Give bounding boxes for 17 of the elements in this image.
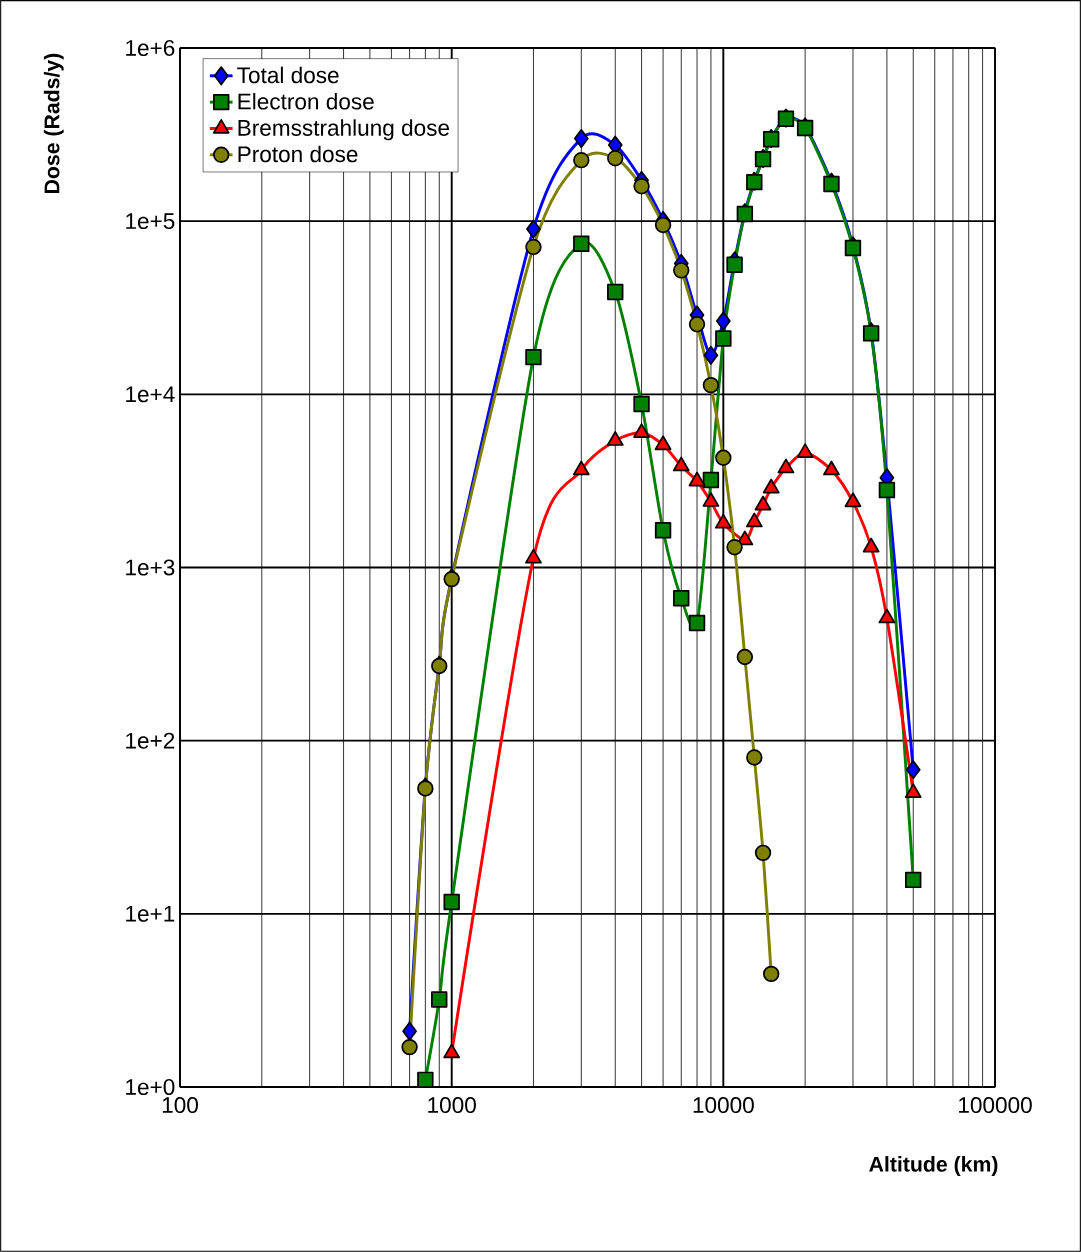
legend-label: Proton dose	[238, 145, 358, 163]
x-tick-label: 1000	[428, 1097, 476, 1114]
y-tick-label: 1e+0	[126, 1079, 175, 1095]
y-tick-label: 1e+1	[126, 905, 175, 922]
legend-label: Bremsstrahlung dose	[238, 119, 450, 141]
y-axis-title: Dose (Rads/y)	[43, 53, 64, 193]
y-tick-label: 1e+5	[126, 213, 175, 230]
y-tick-label: 1e+4	[126, 386, 175, 403]
x-axis-title: Altitude (km)	[869, 1156, 998, 1176]
legend-label: Electron dose	[238, 92, 374, 110]
legend-label: Total dose	[237, 66, 339, 84]
y-tick-label: 1e+3	[126, 559, 175, 576]
y-tick-label: 1e+2	[126, 732, 175, 749]
x-tick-label: 10000	[693, 1097, 754, 1114]
y-tick-label: 1e+6	[126, 39, 175, 56]
x-tick-label: 100	[162, 1097, 198, 1114]
x-tick-label: 100000	[959, 1097, 1032, 1114]
